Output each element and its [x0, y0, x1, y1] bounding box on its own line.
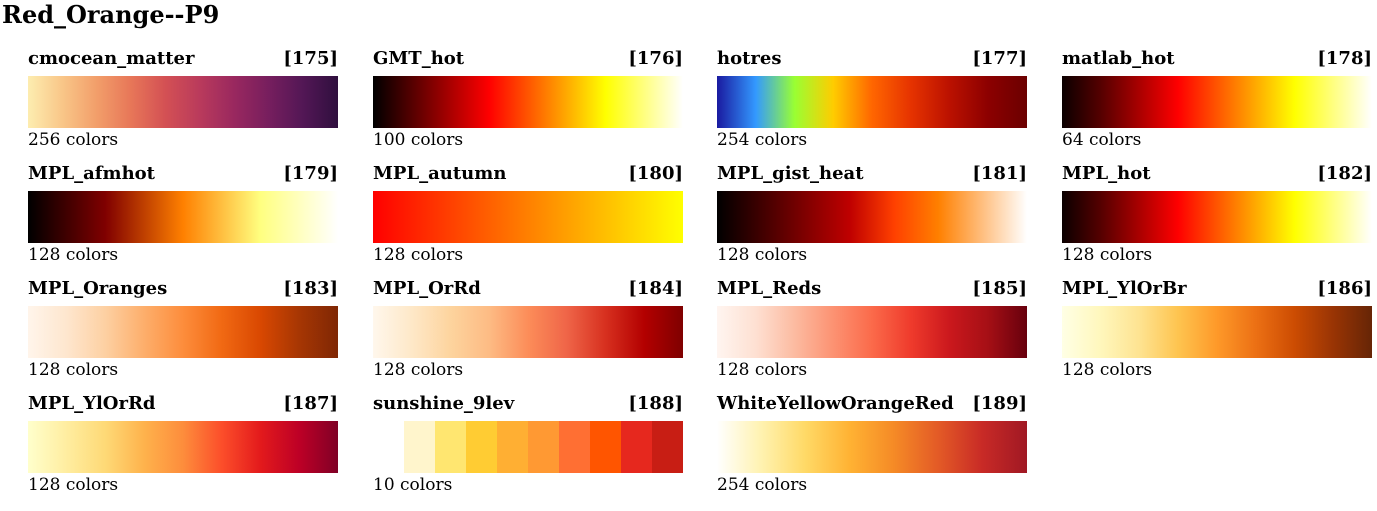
colormap-segment	[404, 421, 435, 473]
colormap-bar	[1062, 191, 1372, 243]
colormap-count: 256 colors	[28, 130, 119, 150]
colormap-cell: MPL_YlOrBr [186] 128 colors	[1062, 278, 1372, 380]
colormap-bar	[28, 421, 338, 473]
colormap-segment	[435, 421, 466, 473]
colormap-segment	[652, 421, 683, 473]
colormap-name: MPL_hot	[1062, 163, 1151, 184]
colormap-bar	[373, 421, 683, 473]
colormap-index: [182]	[1317, 163, 1372, 184]
colormap-index: [185]	[972, 278, 1027, 299]
colormap-name: MPL_gist_heat	[717, 163, 864, 184]
colormap-segment	[590, 421, 621, 473]
colormap-name: hotres	[717, 48, 782, 69]
colormap-index: [175]	[283, 48, 338, 69]
colormap-bar	[717, 306, 1027, 358]
colormap-name: WhiteYellowOrangeRed	[717, 393, 954, 414]
colormap-cell: MPL_afmhot [179] 128 colors	[28, 163, 338, 265]
colormap-bar	[1062, 306, 1372, 358]
colormap-cell: matlab_hot [178] 64 colors	[1062, 48, 1372, 150]
colormap-name: MPL_autumn	[373, 163, 507, 184]
colormap-index: [189]	[972, 393, 1027, 414]
colormap-index: [179]	[283, 163, 338, 184]
colormap-name: MPL_Reds	[717, 278, 822, 299]
colormap-count: 254 colors	[717, 475, 808, 495]
colormap-segment	[497, 421, 528, 473]
colormap-name: cmocean_matter	[28, 48, 195, 69]
colormap-name: MPL_OrRd	[373, 278, 481, 299]
colormap-segment	[559, 421, 590, 473]
colormap-bar	[28, 306, 338, 358]
colormap-index: [177]	[972, 48, 1027, 69]
colormap-bar	[373, 76, 683, 128]
colormap-count: 128 colors	[1062, 245, 1153, 265]
colormap-count: 128 colors	[373, 245, 464, 265]
colormap-cell: cmocean_matter [175] 256 colors	[28, 48, 338, 150]
colormap-count: 128 colors	[717, 245, 808, 265]
colormap-bar	[717, 421, 1027, 473]
colormap-count: 128 colors	[373, 360, 464, 380]
colormap-count: 128 colors	[28, 360, 119, 380]
colormap-bar	[1062, 76, 1372, 128]
colormap-cell: MPL_hot [182] 128 colors	[1062, 163, 1372, 265]
colormap-count: 128 colors	[717, 360, 808, 380]
colormap-bar	[28, 76, 338, 128]
colormap-cell: MPL_autumn [180] 128 colors	[373, 163, 683, 265]
colormap-bar	[717, 76, 1027, 128]
colormap-count: 128 colors	[1062, 360, 1153, 380]
colormap-count: 254 colors	[717, 130, 808, 150]
colormap-bar	[373, 306, 683, 358]
colormap-index: [180]	[628, 163, 683, 184]
colormap-count: 100 colors	[373, 130, 464, 150]
colormap-index: [186]	[1317, 278, 1372, 299]
colormap-cell: sunshine_9lev [188] 10 colors	[373, 393, 683, 495]
page-title: Red_Orange--P9	[2, 0, 220, 29]
colormap-segment	[621, 421, 652, 473]
colormap-bar	[28, 191, 338, 243]
colormap-index: [184]	[628, 278, 683, 299]
colormap-name: MPL_Oranges	[28, 278, 168, 299]
colormap-bar	[717, 191, 1027, 243]
colormap-cell: hotres [177] 254 colors	[717, 48, 1027, 150]
colormap-index: [181]	[972, 163, 1027, 184]
colormap-index: [188]	[628, 393, 683, 414]
colormap-segment	[373, 421, 404, 473]
colormap-count: 10 colors	[373, 475, 453, 495]
colormap-segment	[466, 421, 497, 473]
colormap-cell: MPL_Oranges [183] 128 colors	[28, 278, 338, 380]
colormap-cell: MPL_OrRd [184] 128 colors	[373, 278, 683, 380]
colormap-cell: MPL_gist_heat [181] 128 colors	[717, 163, 1027, 265]
colormap-segment	[528, 421, 559, 473]
colormap-name: sunshine_9lev	[373, 393, 515, 414]
colormap-index: [178]	[1317, 48, 1372, 69]
colormap-name: MPL_afmhot	[28, 163, 155, 184]
colormap-index: [176]	[628, 48, 683, 69]
colormap-count: 64 colors	[1062, 130, 1142, 150]
colormap-name: matlab_hot	[1062, 48, 1175, 69]
colormap-index: [187]	[283, 393, 338, 414]
colormap-bar	[373, 191, 683, 243]
colormap-name: MPL_YlOrRd	[28, 393, 156, 414]
colormap-cell: WhiteYellowOrangeRed [189] 254 colors	[717, 393, 1027, 495]
colormap-index: [183]	[283, 278, 338, 299]
colormap-cell: GMT_hot [176] 100 colors	[373, 48, 683, 150]
colormap-name: MPL_YlOrBr	[1062, 278, 1187, 299]
colormap-cell: MPL_Reds [185] 128 colors	[717, 278, 1027, 380]
colormap-name: GMT_hot	[373, 48, 465, 69]
colormap-count: 128 colors	[28, 475, 119, 495]
colormap-cell: MPL_YlOrRd [187] 128 colors	[28, 393, 338, 495]
colormap-count: 128 colors	[28, 245, 119, 265]
